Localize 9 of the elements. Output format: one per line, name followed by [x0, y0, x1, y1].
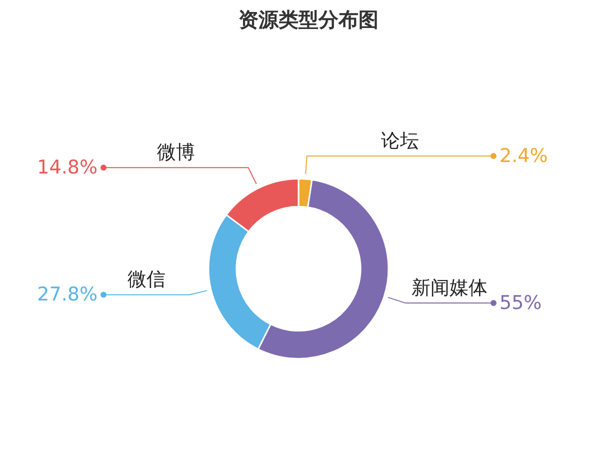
data-label: 55% — [500, 292, 542, 314]
slice-label: 微博 — [156, 142, 195, 164]
slice-label: 论坛 — [381, 130, 420, 152]
data-label: 14.8% — [37, 156, 98, 179]
data-label: 27.8% — [37, 284, 98, 306]
slice-label: 微信 — [128, 268, 166, 291]
chart-title: 资源类型分布图 — [238, 8, 378, 32]
data-label: 2.4% — [500, 144, 548, 167]
slice-label: 新闻媒体 — [411, 276, 488, 299]
